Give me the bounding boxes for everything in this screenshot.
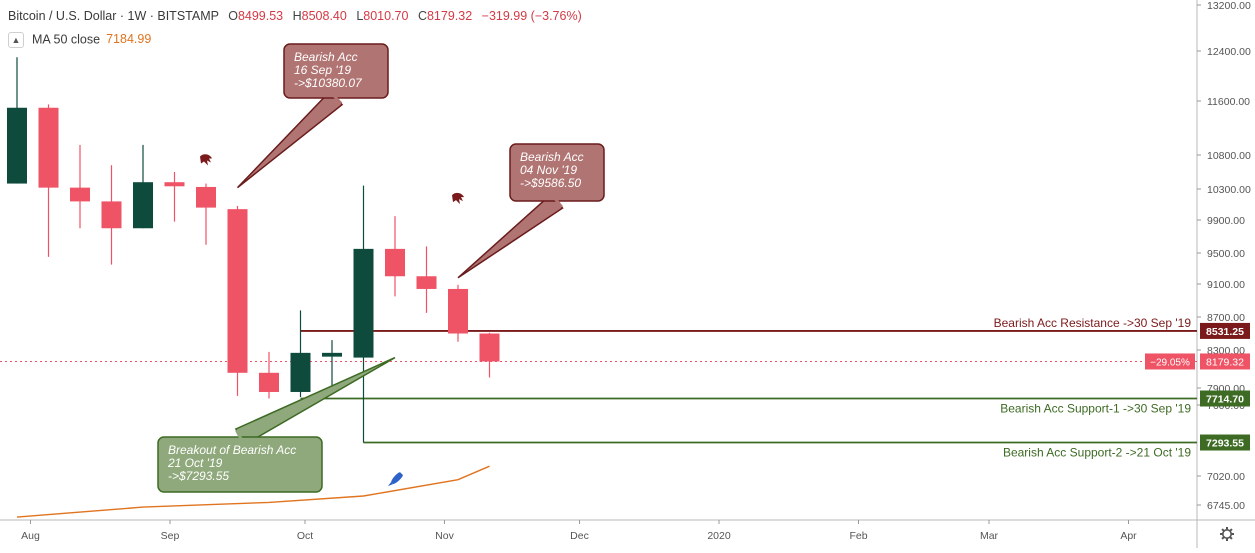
y-tick-label: 11600.00 [1207, 96, 1250, 108]
candle-body [38, 107, 59, 188]
y-tick-label: 9900.00 [1207, 215, 1245, 227]
y-tick-label: 13200.00 [1207, 0, 1251, 12]
callout-breakout-line-2: ->$7293.55 [168, 469, 229, 483]
level-text-resistance: Bearish Acc Resistance ->30 Sep '19 [994, 316, 1192, 330]
symbol-legend[interactable]: Bitcoin / U.S. Dollar · 1W · BITSTAMP O8… [8, 9, 582, 23]
x-tick-label: Feb [849, 530, 867, 542]
callout-bearish-acc-sep-line-1: 16 Sep '19 [294, 63, 351, 77]
candle-body [322, 352, 342, 357]
gear-icon-tooth [1229, 536, 1233, 540]
gear-icon[interactable] [1220, 527, 1234, 541]
callout-bearish-acc-sep-seam [329, 91, 343, 105]
y-tick-label: 9100.00 [1207, 279, 1245, 291]
candle-body [101, 201, 122, 229]
callout-breakout-seam [235, 429, 245, 445]
x-tick-label: 2020 [707, 530, 731, 542]
callout-bearish-acc-nov-line-2: ->$9586.50 [520, 176, 581, 190]
x-tick-label: Nov [435, 530, 454, 542]
gear-icon-tooth [1221, 536, 1225, 540]
chart-legend: Bitcoin / U.S. Dollar · 1W · BITSTAMP O8… [0, 0, 800, 52]
last-price-pct-label: −29.05% [1150, 357, 1190, 368]
rocket-icon [388, 472, 403, 487]
ma50-line [16, 465, 490, 518]
high-label: H [292, 9, 302, 23]
callout-bearish-acc-nov-line-0: Bearish Acc [520, 150, 584, 164]
open-label: O [228, 9, 238, 23]
candle-body [133, 182, 153, 229]
candle-body [385, 248, 405, 277]
bear-claw-icon [200, 154, 212, 166]
chevron-up-icon[interactable]: ▲ [8, 32, 24, 48]
gear-icon-ring [1222, 529, 1232, 539]
candle-body [448, 288, 468, 334]
bear-claw-icon [452, 192, 464, 205]
candle-body [416, 276, 437, 289]
candle-body [227, 209, 248, 373]
candle-body [70, 187, 90, 202]
y-tick-label: 8700.00 [1207, 312, 1245, 324]
symbol-name: Bitcoin / U.S. Dollar [8, 9, 117, 23]
last-price-pct-badge [1145, 353, 1195, 370]
gear-icon-tooth [1229, 528, 1233, 532]
last-price-label: 8179.32 [1206, 356, 1244, 368]
last-price-badge [1200, 353, 1250, 370]
bear-claw-shape [452, 192, 464, 205]
low-label: L [356, 9, 364, 23]
x-tick-label: Sep [161, 530, 180, 542]
gear-icon-tooth [1221, 528, 1225, 532]
candle-body [164, 182, 185, 187]
level-text-support-1: Bearish Acc Support-1 ->30 Sep '19 [1000, 402, 1191, 416]
bear-claw-shape [200, 154, 212, 166]
level-price-label-support-1: 7714.70 [1206, 394, 1244, 406]
x-tick-label: Oct [297, 530, 313, 542]
candle-body [7, 107, 27, 184]
y-tick-label: 6745.00 [1207, 500, 1245, 512]
low-value: 8010.70 [363, 9, 409, 23]
level-price-label-support-2: 7293.55 [1206, 438, 1244, 450]
change-value: −319.99 (−3.76%) [481, 9, 582, 23]
y-tick-label: 9500.00 [1207, 248, 1245, 260]
y-tick-label: 10300.00 [1207, 184, 1251, 196]
candle-body [479, 333, 500, 362]
close-value: 8179.32 [426, 9, 473, 23]
indicator-name: MA 50 close [32, 32, 101, 47]
callout-bearish-acc-sep-line-2: ->$10380.07 [294, 76, 363, 90]
y-tick-label: 7020.00 [1207, 471, 1245, 483]
candle-body [353, 248, 374, 358]
exchange-label: BITSTAMP [157, 9, 219, 23]
y-tick-label: 10800.00 [1207, 150, 1251, 162]
callout-bearish-acc-nov-seam [551, 194, 563, 208]
level-price-label-resistance: 8531.25 [1206, 326, 1244, 338]
candle-body [196, 186, 216, 208]
callout-breakout-line-1: 21 Oct '19 [167, 456, 223, 470]
callout-bearish-acc-sep-line-0: Bearish Acc [294, 50, 358, 64]
level-price-badge-support-1 [1200, 390, 1250, 407]
rocket-flame [388, 482, 393, 487]
callout-breakout-line-0: Breakout of Bearish Acc [168, 443, 296, 457]
x-tick-label: Apr [1120, 530, 1137, 542]
x-tick-label: Aug [21, 530, 40, 542]
level-price-badge-support-2 [1200, 434, 1250, 451]
level-text-support-2: Bearish Acc Support-2 ->21 Oct '19 [1003, 446, 1191, 460]
open-value: 8499.53 [237, 9, 284, 23]
y-tick-label: 12400.00 [1207, 46, 1251, 58]
callout-bearish-acc-nov-line-1: 04 Nov '19 [520, 163, 577, 177]
rocket-body [391, 472, 403, 485]
close-label: C [417, 9, 427, 23]
level-price-badge-resistance [1200, 322, 1250, 339]
high-value: 8508.40 [301, 9, 347, 23]
x-tick-label: Mar [980, 530, 999, 542]
indicator-legend[interactable]: ▲ MA 50 close 7184.99 [8, 32, 151, 48]
interval-label: 1W [127, 9, 147, 23]
candle-body [290, 352, 311, 392]
indicator-value: 7184.99 [106, 32, 152, 47]
candle-body [259, 372, 279, 392]
x-tick-label: Dec [570, 530, 589, 542]
